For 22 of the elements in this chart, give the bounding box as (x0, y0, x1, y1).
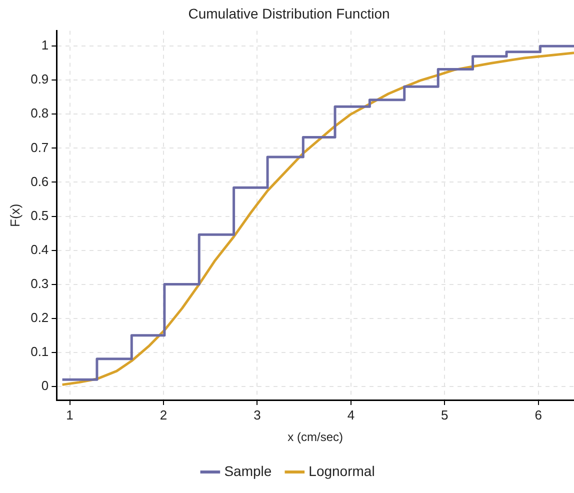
y-tick-label: 0.3 (30, 276, 49, 291)
x-tick-label: 4 (347, 407, 355, 422)
y-tick-label: 0.4 (30, 242, 49, 257)
x-tick-label: 5 (441, 407, 448, 422)
legend-label: Lognormal (308, 462, 375, 479)
legend-label: Sample (224, 462, 272, 479)
y-tick-label: 0 (41, 378, 49, 393)
chart-title: Cumulative Distribution Function (188, 5, 390, 22)
x-tick-label: 1 (66, 407, 74, 422)
y-tick-label: 0.8 (30, 106, 49, 121)
x-axis-title: x (cm/sec) (288, 430, 344, 444)
x-tick-label: 6 (534, 407, 542, 422)
y-tick-label: 0.1 (30, 344, 49, 359)
y-tick-label: 0.6 (30, 174, 49, 189)
x-tick-label: 3 (254, 407, 261, 422)
y-tick-label: 0.9 (30, 72, 49, 87)
y-tick-label: 0.5 (30, 208, 49, 223)
y-axis-title: F(x) (7, 204, 22, 227)
y-tick-label: 0.2 (30, 310, 49, 325)
y-tick-label: 1 (41, 38, 49, 53)
x-tick-label: 2 (160, 407, 168, 422)
y-tick-label: 0.7 (30, 140, 49, 155)
